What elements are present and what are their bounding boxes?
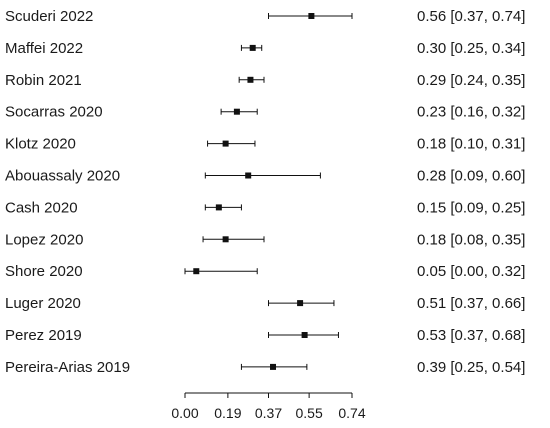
point-estimate [308, 13, 315, 19]
estimate-ci-text: 0.18 [0.08, 0.35] [417, 231, 525, 248]
point-estimate [301, 332, 308, 338]
estimate-ci-text: 0.05 [0.00, 0.32] [417, 263, 525, 280]
point-estimate [215, 204, 222, 211]
x-tick-label: 0.55 [295, 405, 322, 421]
x-tick-label: 0.74 [338, 405, 365, 421]
x-tick-label: 0.00 [171, 405, 198, 421]
estimate-ci-text: 0.56 [0.37, 0.74] [417, 8, 525, 25]
study-label: Scuderi 2022 [5, 8, 93, 25]
study-label: Socarras 2020 [5, 104, 103, 121]
point-estimate [270, 363, 277, 370]
study-label: Klotz 2020 [5, 136, 76, 153]
estimate-ci-text: 0.23 [0.16, 0.32] [417, 104, 525, 121]
point-estimate [247, 76, 254, 83]
estimate-ci-text: 0.18 [0.10, 0.31] [417, 136, 525, 153]
point-estimate [245, 172, 252, 179]
x-tick-label: 0.19 [214, 405, 241, 421]
study-label: Luger 2020 [5, 295, 81, 312]
estimate-ci-text: 0.51 [0.37, 0.66] [417, 295, 525, 312]
study-label: Cash 2020 [5, 199, 78, 216]
point-estimate [249, 44, 256, 51]
study-label: Perez 2019 [5, 327, 82, 344]
estimate-ci-text: 0.53 [0.37, 0.68] [417, 327, 525, 344]
point-estimate [193, 268, 200, 275]
study-label: Lopez 2020 [5, 231, 83, 248]
study-label: Shore 2020 [5, 263, 83, 280]
estimate-ci-text: 0.15 [0.09, 0.25] [417, 199, 525, 216]
x-tick-label: 0.37 [255, 405, 282, 421]
estimate-ci-text: 0.39 [0.25, 0.54] [417, 359, 525, 376]
study-label: Robin 2021 [5, 72, 82, 89]
point-estimate [222, 140, 229, 147]
estimate-ci-text: 0.30 [0.25, 0.34] [417, 40, 525, 57]
study-label: Maffei 2022 [5, 40, 83, 57]
point-estimate [222, 236, 229, 243]
point-estimate [233, 108, 240, 115]
estimate-ci-text: 0.28 [0.09, 0.60] [417, 168, 525, 185]
study-label: Abouassaly 2020 [5, 168, 120, 185]
point-estimate [297, 300, 304, 307]
study-label: Pereira-Arias 2019 [5, 359, 130, 376]
estimate-ci-text: 0.29 [0.24, 0.35] [417, 72, 525, 89]
